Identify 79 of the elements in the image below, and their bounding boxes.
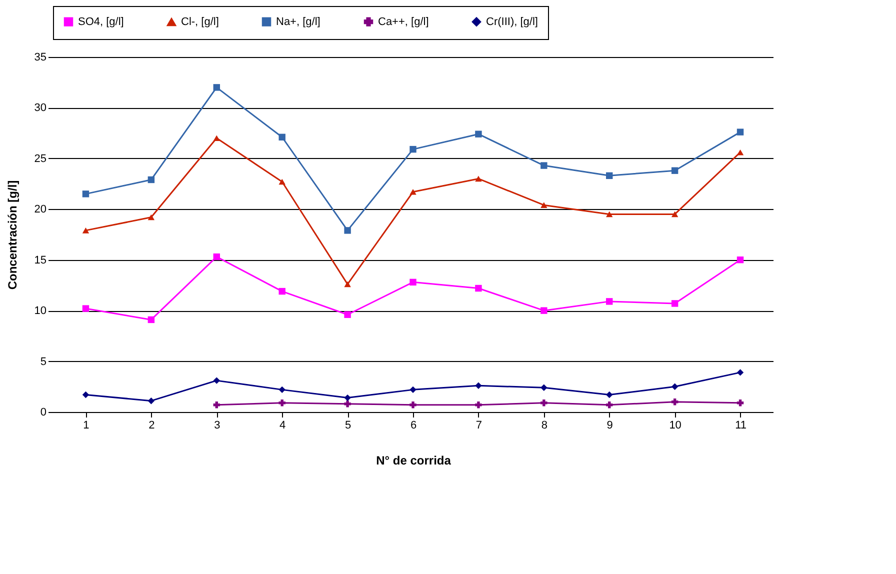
legend-label: Na+, [g/l] — [276, 16, 320, 28]
point — [82, 391, 90, 398]
point — [475, 402, 482, 408]
y-axis-title: Concentración [g/l] — [5, 180, 20, 290]
point — [671, 167, 678, 174]
point — [148, 397, 155, 404]
point — [82, 305, 90, 312]
x-tick-label: 2 — [148, 420, 155, 432]
point — [736, 128, 744, 136]
legend-label: SO4, [g/l] — [78, 16, 124, 28]
point — [410, 146, 416, 153]
point — [540, 307, 548, 314]
point — [540, 384, 548, 392]
y-tick-label: 25 — [34, 152, 46, 165]
point — [410, 386, 416, 394]
point — [540, 202, 548, 208]
point — [475, 176, 482, 182]
point — [606, 402, 613, 408]
y-tick-label: 15 — [34, 254, 46, 266]
y-tick-label: 30 — [34, 102, 46, 114]
x-tick-label: 4 — [280, 420, 286, 432]
legend-label: Ca++, [g/l] — [378, 16, 429, 28]
point — [736, 400, 744, 406]
x-tick-label: 9 — [606, 420, 613, 432]
point — [540, 400, 548, 406]
x-tick-label: 10 — [669, 420, 682, 432]
point — [213, 253, 220, 260]
point — [475, 382, 482, 389]
point — [606, 391, 613, 398]
point — [213, 402, 220, 408]
y-tick-label: 10 — [34, 305, 46, 318]
point — [736, 149, 744, 156]
x-tick-label: 1 — [83, 420, 90, 432]
point — [82, 228, 90, 234]
point — [344, 394, 351, 402]
point — [278, 178, 286, 185]
point — [344, 281, 351, 288]
point — [148, 316, 155, 324]
point — [213, 135, 220, 142]
point — [606, 172, 613, 180]
y-tick-label: 20 — [34, 204, 46, 216]
point — [213, 84, 220, 91]
legend-label: Cl-, [g/l] — [181, 16, 219, 28]
point — [736, 369, 744, 376]
point — [410, 278, 416, 286]
y-tick-label: 5 — [40, 356, 46, 368]
point — [475, 130, 482, 138]
point — [671, 383, 678, 390]
x-tick-label: 11 — [735, 420, 746, 432]
point — [278, 400, 286, 406]
point — [278, 386, 286, 394]
point — [671, 398, 678, 406]
point — [410, 188, 416, 195]
y-tick-label: 35 — [34, 52, 46, 64]
x-tick-label: 3 — [214, 420, 220, 432]
point — [344, 400, 351, 408]
x-tick-label: 6 — [410, 420, 417, 432]
point — [606, 211, 613, 218]
point — [344, 311, 351, 318]
point — [278, 288, 286, 295]
point — [671, 211, 678, 218]
x-tick-label: 7 — [476, 420, 482, 432]
point — [736, 256, 744, 264]
x-tick-label: 8 — [541, 420, 548, 432]
point — [606, 298, 613, 305]
point — [148, 176, 155, 184]
point — [540, 162, 548, 169]
point — [475, 284, 482, 292]
x-tick-label: 5 — [344, 420, 352, 432]
y-tick-label: 0 — [40, 406, 46, 418]
point — [213, 377, 220, 384]
legend-label: Cr(III), [g/l] — [486, 16, 538, 28]
point — [344, 227, 351, 234]
point — [148, 214, 155, 220]
point — [671, 300, 678, 307]
point — [278, 134, 286, 140]
point — [82, 190, 90, 198]
x-axis-title: N° de corrida — [376, 454, 452, 468]
point — [410, 402, 416, 408]
